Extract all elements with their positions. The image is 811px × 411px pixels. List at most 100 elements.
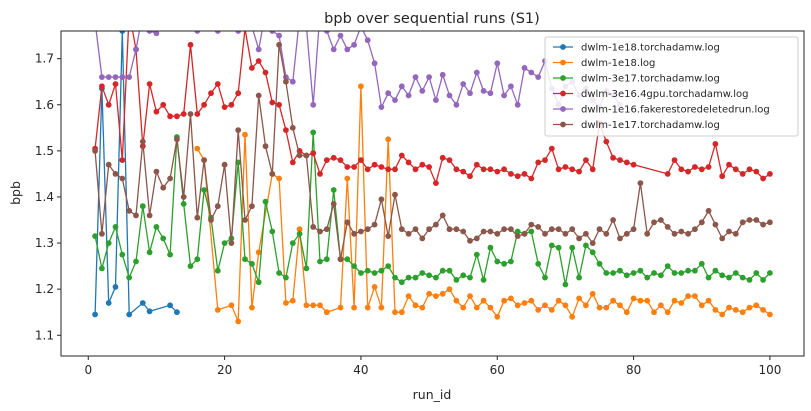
data-point [371, 270, 378, 276]
data-point [583, 230, 589, 237]
data-point [753, 217, 760, 223]
data-point [658, 272, 664, 279]
data-point [596, 226, 603, 233]
data-point [494, 168, 501, 175]
series-1 [194, 83, 773, 325]
data-point [201, 101, 208, 108]
data-point [208, 19, 214, 25]
data-point [453, 277, 460, 283]
data-point [283, 300, 289, 306]
data-point [467, 173, 473, 180]
data-point [630, 161, 637, 168]
data-point [221, 161, 228, 168]
data-point [753, 302, 760, 309]
data-point [528, 69, 535, 76]
data-point [576, 274, 582, 281]
data-point [569, 244, 576, 251]
data-point [214, 31, 221, 34]
data-point [555, 244, 562, 251]
data-point [692, 293, 698, 299]
data-point [521, 230, 528, 237]
data-point [323, 256, 330, 263]
data-point [255, 58, 262, 64]
data-point [92, 19, 98, 25]
data-point [201, 157, 208, 164]
data-point [276, 270, 282, 276]
data-point [119, 31, 126, 34]
data-point [371, 221, 378, 228]
data-point [487, 228, 494, 235]
data-point [460, 168, 467, 175]
data-point [623, 309, 630, 316]
data-point [398, 279, 405, 286]
data-point [255, 279, 262, 286]
data-point [610, 154, 616, 161]
data-point [712, 307, 719, 313]
data-point [569, 226, 576, 233]
data-point [719, 235, 726, 242]
data-point [651, 270, 657, 276]
data-point [767, 171, 773, 177]
data-point [726, 274, 732, 281]
data-point [487, 244, 494, 251]
data-point [105, 161, 112, 168]
data-point [664, 224, 671, 230]
data-point [358, 157, 364, 164]
data-point [678, 228, 685, 235]
data-point [678, 300, 685, 306]
legend-label: dwlm-3e16.4gpu.torchadamw.log [581, 89, 748, 100]
data-point [494, 230, 501, 237]
data-point [364, 226, 371, 233]
data-point [167, 113, 174, 120]
data-point [153, 168, 160, 175]
data-point [419, 270, 426, 276]
data-point [753, 270, 760, 276]
y-tick-label: 1.2 [35, 282, 54, 296]
data-point [760, 221, 766, 228]
data-point [351, 164, 357, 170]
data-point [221, 104, 228, 110]
data-point [323, 31, 330, 34]
data-point [310, 101, 317, 108]
data-point [501, 297, 507, 304]
data-point [317, 258, 323, 265]
data-point [426, 272, 432, 279]
data-point [105, 101, 112, 108]
data-point [617, 235, 623, 242]
data-point [637, 297, 644, 304]
data-point [467, 237, 473, 244]
data-point [105, 300, 112, 306]
data-point [480, 166, 487, 173]
data-point [419, 161, 426, 168]
data-point [317, 171, 323, 177]
data-point [398, 309, 405, 316]
data-point [439, 154, 446, 161]
data-point [201, 187, 208, 193]
data-point [671, 157, 678, 164]
series-5 [92, 41, 773, 263]
data-point [705, 297, 712, 304]
data-point [330, 46, 337, 53]
data-point [119, 251, 126, 258]
legend-swatch-marker [560, 121, 566, 128]
legend-label: dwlm-3e17.torchadamw.log [581, 74, 720, 85]
data-point [426, 290, 432, 297]
series-3 [92, 31, 773, 187]
data-point [242, 256, 248, 263]
data-point [433, 180, 439, 187]
data-point [508, 226, 514, 233]
data-point [767, 219, 773, 226]
data-point [228, 101, 235, 108]
data-point [297, 14, 303, 20]
data-point [412, 74, 419, 80]
data-point [467, 274, 473, 281]
data-point [603, 138, 610, 145]
data-point [153, 224, 160, 230]
legend-label: dwlm-1e16.fakerestoredeletedrun.log [581, 105, 770, 116]
data-point [337, 32, 344, 39]
data-point [146, 308, 153, 315]
data-point [453, 101, 460, 108]
data-point [174, 113, 180, 120]
data-point [269, 31, 276, 34]
data-point [562, 281, 569, 288]
